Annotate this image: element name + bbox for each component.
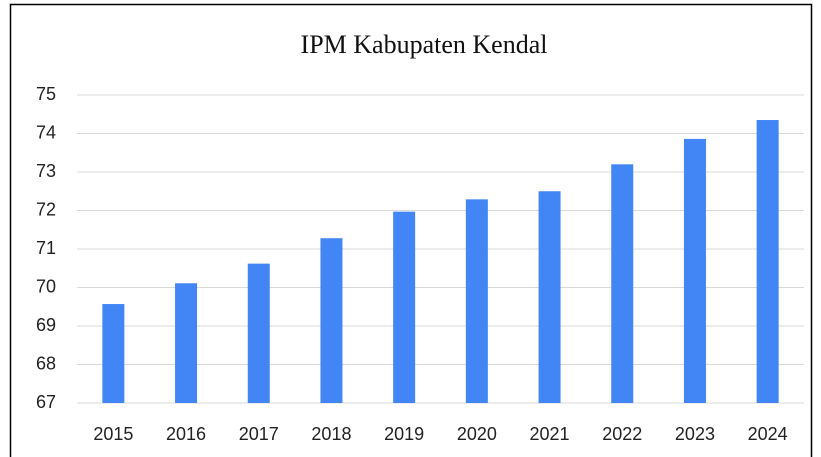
x-tick-label: 2021 [530,424,570,444]
bar [538,191,561,403]
x-tick-label: 2018 [311,424,351,444]
x-tick-label: 2022 [602,424,642,444]
y-tick-label: 70 [36,276,56,296]
x-tick-label: 2015 [93,424,133,444]
y-tick-label: 75 [36,84,56,104]
x-tick-label: 2024 [748,424,788,444]
x-tick-label: 2017 [239,424,279,444]
y-tick-label: 71 [36,238,56,258]
bar [393,211,416,403]
bar [683,138,706,403]
x-tick-label: 2020 [457,424,497,444]
y-tick-label: 67 [36,392,56,412]
chart-title: IPM Kabupaten Kendal [301,30,548,59]
bar [247,263,270,403]
bar [465,199,488,403]
bar [756,120,779,404]
y-tick-label: 68 [36,353,56,373]
bar [175,283,198,403]
bar [320,238,343,403]
x-tick-label: 2023 [675,424,715,444]
x-tick-label: 2019 [384,424,424,444]
y-tick-label: 73 [36,161,56,181]
y-tick-label: 69 [36,315,56,335]
bar [611,164,634,403]
y-tick-label: 72 [36,199,56,219]
bar [102,304,125,403]
y-tick-label: 74 [36,122,56,142]
x-tick-label: 2016 [166,424,206,444]
